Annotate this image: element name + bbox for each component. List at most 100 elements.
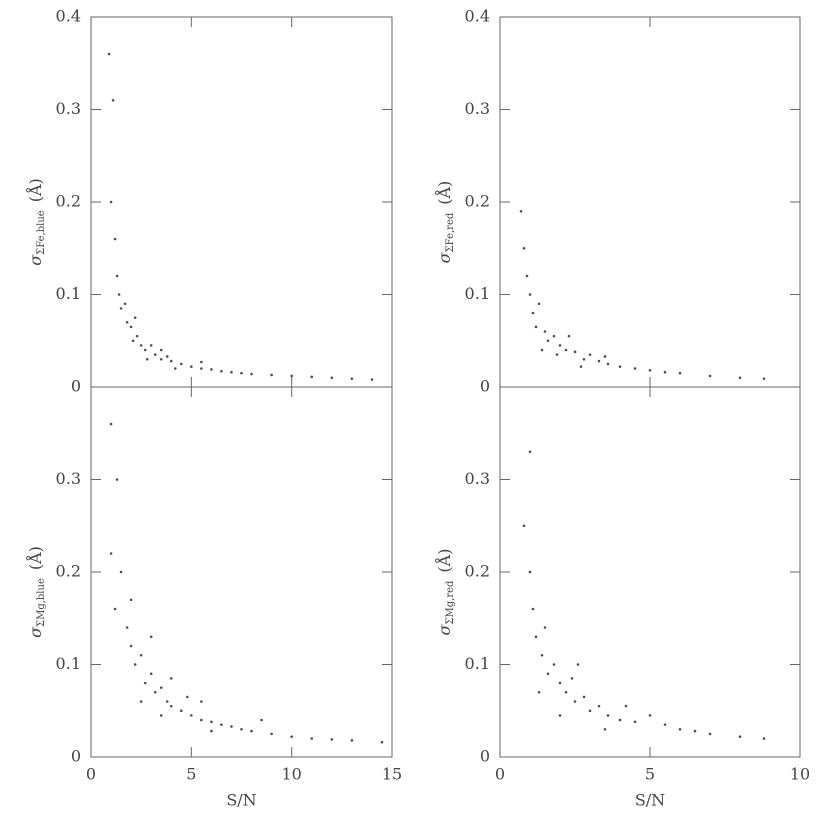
point <box>165 700 169 703</box>
point <box>139 700 143 703</box>
point <box>129 598 133 602</box>
y-label-symbol: σ <box>435 251 454 263</box>
point <box>540 653 544 657</box>
panel: 0 0.1 0.2 0.3 0.4 σΣFe,red (Å) <box>434 7 801 396</box>
point <box>270 373 273 377</box>
point <box>606 714 610 717</box>
point <box>663 723 667 726</box>
y-label-unit: (Å) <box>434 181 454 205</box>
point <box>310 375 314 379</box>
x-tick-label: 0 <box>495 765 505 784</box>
point <box>290 735 293 738</box>
point <box>190 365 193 368</box>
y-tick-label: 0 <box>71 747 81 766</box>
point <box>633 720 637 724</box>
point <box>240 371 243 375</box>
point <box>330 376 334 380</box>
point <box>117 293 121 296</box>
point <box>180 709 183 713</box>
point <box>573 700 577 703</box>
point <box>173 367 177 370</box>
y-tick-label: 0.3 <box>465 469 490 488</box>
point <box>220 369 223 373</box>
point <box>693 729 697 733</box>
point <box>109 422 113 426</box>
point <box>597 704 601 708</box>
point <box>159 686 163 689</box>
point <box>558 344 562 347</box>
point <box>129 325 133 329</box>
y-tick-label: 0.4 <box>56 7 81 26</box>
y-tick-label: 0.1 <box>465 284 490 303</box>
point <box>290 374 293 378</box>
point <box>350 377 354 380</box>
x-tick-label: 0 <box>86 765 96 784</box>
point <box>573 350 577 354</box>
plot-frame <box>90 386 393 758</box>
point <box>519 209 523 213</box>
y-label-symbol: σ <box>26 254 45 266</box>
y-label-unit: (Å) <box>25 546 45 570</box>
point <box>543 626 547 629</box>
y-tick-label: 0.2 <box>465 562 490 581</box>
panel: 0 0.1 0.2 0.3 0 5 10 S/N σΣMg,red (Å) <box>434 386 810 810</box>
point <box>159 714 163 717</box>
x-axis-label: S/N <box>226 791 256 810</box>
point <box>522 524 526 528</box>
x-tick-label: 15 <box>382 765 402 784</box>
point <box>738 376 742 380</box>
y-label-unit: (Å) <box>25 178 45 202</box>
y-label-subscript: ΣMg,blue <box>36 578 47 627</box>
point <box>109 200 113 204</box>
y-tick-label: 0.3 <box>56 469 81 488</box>
point <box>220 723 223 726</box>
point <box>546 672 550 676</box>
point <box>159 348 163 352</box>
point <box>115 274 119 278</box>
y-tick-label: 0 <box>480 747 490 766</box>
point <box>528 570 532 574</box>
point <box>149 635 153 639</box>
point <box>350 739 354 742</box>
point <box>528 450 532 454</box>
point <box>186 695 189 699</box>
point <box>125 626 129 629</box>
point <box>633 367 637 370</box>
point <box>145 357 149 361</box>
point <box>133 316 137 319</box>
point <box>678 727 682 731</box>
x-axis-label: S/N <box>635 791 665 810</box>
point <box>543 330 547 333</box>
point <box>153 690 157 694</box>
point <box>738 735 742 738</box>
point <box>618 718 622 722</box>
point <box>107 52 111 56</box>
point <box>119 307 123 310</box>
point <box>537 302 541 306</box>
point <box>370 378 374 381</box>
point <box>131 339 135 343</box>
point <box>190 714 193 717</box>
y-tick-label: 0.4 <box>465 7 490 26</box>
y-label-subscript: ΣFe,red <box>445 212 456 252</box>
point <box>525 274 529 278</box>
point <box>552 663 556 666</box>
y-tick-label: 0.3 <box>56 99 81 118</box>
point <box>113 237 117 241</box>
y-axis-label: σΣFe,red (Å) <box>434 181 456 264</box>
point <box>582 357 586 361</box>
point <box>270 732 273 736</box>
point <box>603 355 607 358</box>
y-label-subscript: ΣMg,red <box>445 580 456 625</box>
point <box>588 353 592 356</box>
point <box>534 635 538 639</box>
point <box>139 653 143 657</box>
point <box>606 362 610 366</box>
point <box>139 344 143 347</box>
point <box>678 371 682 375</box>
point <box>531 311 535 315</box>
point <box>230 370 233 374</box>
point <box>135 334 139 338</box>
y-tick-label: 0.2 <box>56 192 81 211</box>
point <box>200 700 203 703</box>
